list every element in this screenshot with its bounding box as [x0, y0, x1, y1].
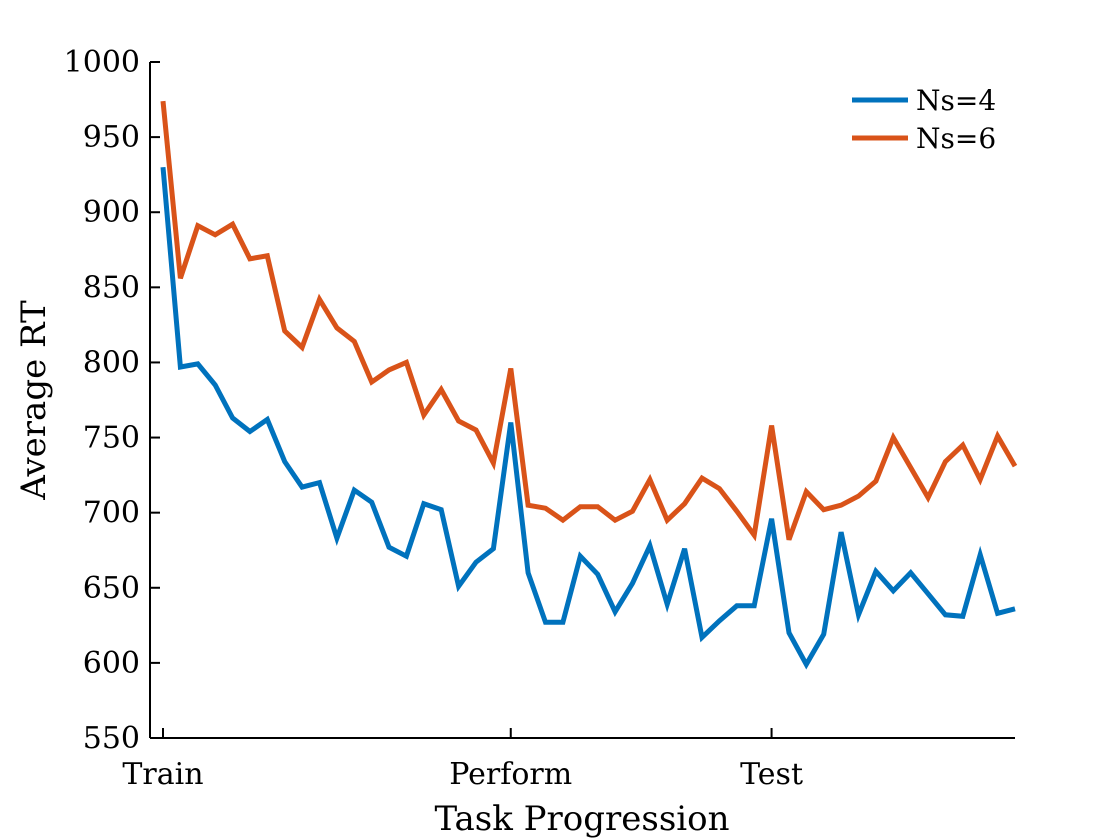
- y-tick-label: 950: [83, 120, 140, 155]
- series-points-2: [162, 100, 1016, 540]
- series-line-2: [160, 100, 1018, 542]
- legend-label: Ns=4: [916, 84, 996, 117]
- y-tick-label: 750: [83, 421, 140, 456]
- legend-label: Ns=6: [916, 122, 996, 155]
- series-points-1: [162, 167, 1016, 665]
- y-tick-label: 700: [83, 496, 140, 531]
- y-axis-title: Average RT: [14, 300, 54, 501]
- y-tick-label: 550: [83, 721, 140, 756]
- y-tick-label: 900: [83, 195, 140, 230]
- x-tick-label: Train: [122, 757, 203, 792]
- x-tick-label: Perform: [449, 757, 572, 792]
- y-tick-label: 850: [83, 270, 140, 305]
- y-tick-label: 1000: [64, 45, 140, 80]
- y-tick-label: 800: [83, 345, 140, 380]
- x-axis-title: Task Progression: [434, 799, 729, 839]
- x-tick-label: Test: [740, 757, 803, 792]
- legend: Ns=4 Ns=6: [852, 84, 996, 155]
- axes: [149, 62, 1015, 739]
- x-ticks: Train Perform Test: [122, 728, 803, 792]
- series-line-1: [160, 166, 1016, 670]
- y-tick-label: 650: [83, 571, 140, 606]
- y-tick-label: 600: [83, 646, 140, 681]
- series-lines: [160, 100, 1018, 670]
- y-ticks: 550 600 650 700 750 800 850 900 950 1000: [64, 45, 160, 756]
